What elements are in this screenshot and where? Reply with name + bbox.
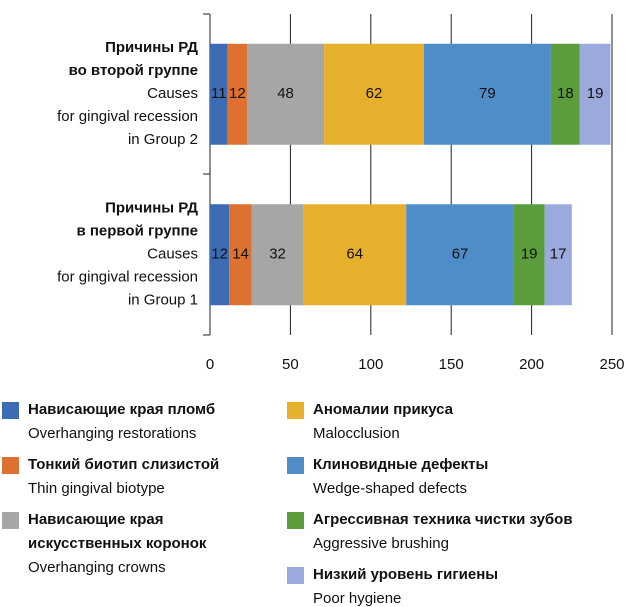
value-label: 64 [346, 246, 363, 263]
legend-text: Нависающие края искусственных коронок Ove… [28, 508, 268, 580]
legend-item: Клиновидные дефекты Wedge-shaped defects [287, 453, 583, 501]
x-tick-label: 100 [358, 356, 383, 373]
category-label: Причины РД [105, 39, 198, 56]
value-label: 11 [211, 85, 227, 102]
bar-segment [210, 204, 230, 306]
legend-label: Аномалии прикуса [313, 401, 454, 418]
legend-swatch [287, 457, 304, 474]
category-label: в первой группе [76, 223, 198, 240]
value-label: 48 [277, 85, 294, 102]
bar-segment [550, 43, 580, 145]
legend-text: Клиновидные дефекты Wedge-shaped defects [313, 453, 583, 501]
bar-segment [229, 204, 252, 306]
legend-item: Тонкий биотип слизистой Thin gingival bio… [2, 453, 298, 501]
legend-label-en: Overhanging crowns [28, 559, 166, 576]
legend-swatch [2, 512, 19, 529]
legend-text: Нависающие края пломб Overhanging restora… [28, 398, 298, 446]
legend-item: Нависающие края искусственных коронок Ove… [2, 508, 268, 580]
legend-swatch [287, 567, 304, 584]
bar-segment [579, 43, 611, 145]
legend-item: Низкий уровень гигиены Poor hygiene [287, 563, 583, 607]
bar-segment [210, 43, 228, 145]
value-label: 62 [366, 85, 383, 102]
category-label: Causes [147, 85, 198, 102]
legend-text: Агрессивная техника чистки зубов Aggressi… [313, 508, 583, 556]
bar-segment [251, 204, 304, 306]
bar-segment [544, 204, 572, 306]
bar-segment [406, 204, 514, 306]
value-label: 17 [550, 246, 567, 263]
bar-segment [303, 204, 407, 306]
value-label: 32 [269, 246, 286, 263]
value-label: 18 [557, 85, 574, 102]
legend-label-en: Overhanging restorations [28, 425, 197, 442]
legend-label: Низкий уровень гигиены [313, 566, 499, 583]
legend-label: Нависающие края искусственных коронок [28, 511, 207, 552]
category-label: in Group 2 [128, 131, 198, 148]
legend-label-en: Wedge-shaped defects [313, 480, 467, 497]
value-label: 14 [232, 246, 249, 263]
legend-label: Тонкий биотип слизистой [28, 456, 220, 473]
category-label: во второй группе [69, 62, 198, 79]
category-label: for gingival recession [57, 108, 198, 125]
bar-segment [246, 43, 325, 145]
value-label: 19 [587, 85, 604, 102]
value-label: 12 [211, 246, 228, 263]
value-label: 19 [521, 246, 538, 263]
legend-swatch [2, 457, 19, 474]
legend-text: Аномалии прикуса Malocclusion [313, 398, 583, 446]
bar-segment [513, 204, 545, 306]
x-tick-label: 200 [519, 356, 544, 373]
legend-text: Низкий уровень гигиены Poor hygiene [313, 563, 583, 607]
bar-segment [423, 43, 551, 145]
value-label: 79 [479, 85, 496, 102]
legend-swatch [287, 512, 304, 529]
legend-swatch [287, 402, 304, 419]
legend-label: Клиновидные дефекты [313, 456, 489, 473]
value-label: 67 [452, 246, 469, 263]
legend-item: Нависающие края пломб Overhanging restora… [2, 398, 298, 446]
legend-item: Аномалии прикуса Malocclusion [287, 398, 583, 446]
legend-label-en: Thin gingival biotype [28, 480, 165, 497]
bar-segment [324, 43, 424, 145]
x-tick-label: 0 [206, 356, 214, 373]
chart: 0 50 100 150 200 250 Причины РД во второй групп… [57, 13, 625, 373]
legend-text: Тонкий биотип слизистой Thin gingival bio… [28, 453, 298, 501]
category-label: Причины РД [105, 200, 198, 217]
x-tick-label: 50 [282, 356, 299, 373]
legend-label: Агрессивная техника чистки зубов [313, 511, 573, 528]
legend-label-en: Malocclusion [313, 425, 400, 442]
x-tick-label: 250 [599, 356, 624, 373]
legend-label-en: Aggressive brushing [313, 535, 449, 552]
legend-label-en: Poor hygiene [313, 590, 402, 607]
legend-item: Агрессивная техника чистки зубов Aggressi… [287, 508, 583, 556]
legend-swatch [2, 402, 19, 419]
category-label: Causes [147, 246, 198, 263]
x-tick-label: 150 [439, 356, 464, 373]
bar-segment [227, 43, 247, 145]
category-label: in Group 1 [128, 292, 198, 309]
value-label: 12 [229, 85, 246, 102]
category-label: for gingival recession [57, 269, 198, 286]
legend-label: Нависающие края пломб [28, 401, 216, 418]
